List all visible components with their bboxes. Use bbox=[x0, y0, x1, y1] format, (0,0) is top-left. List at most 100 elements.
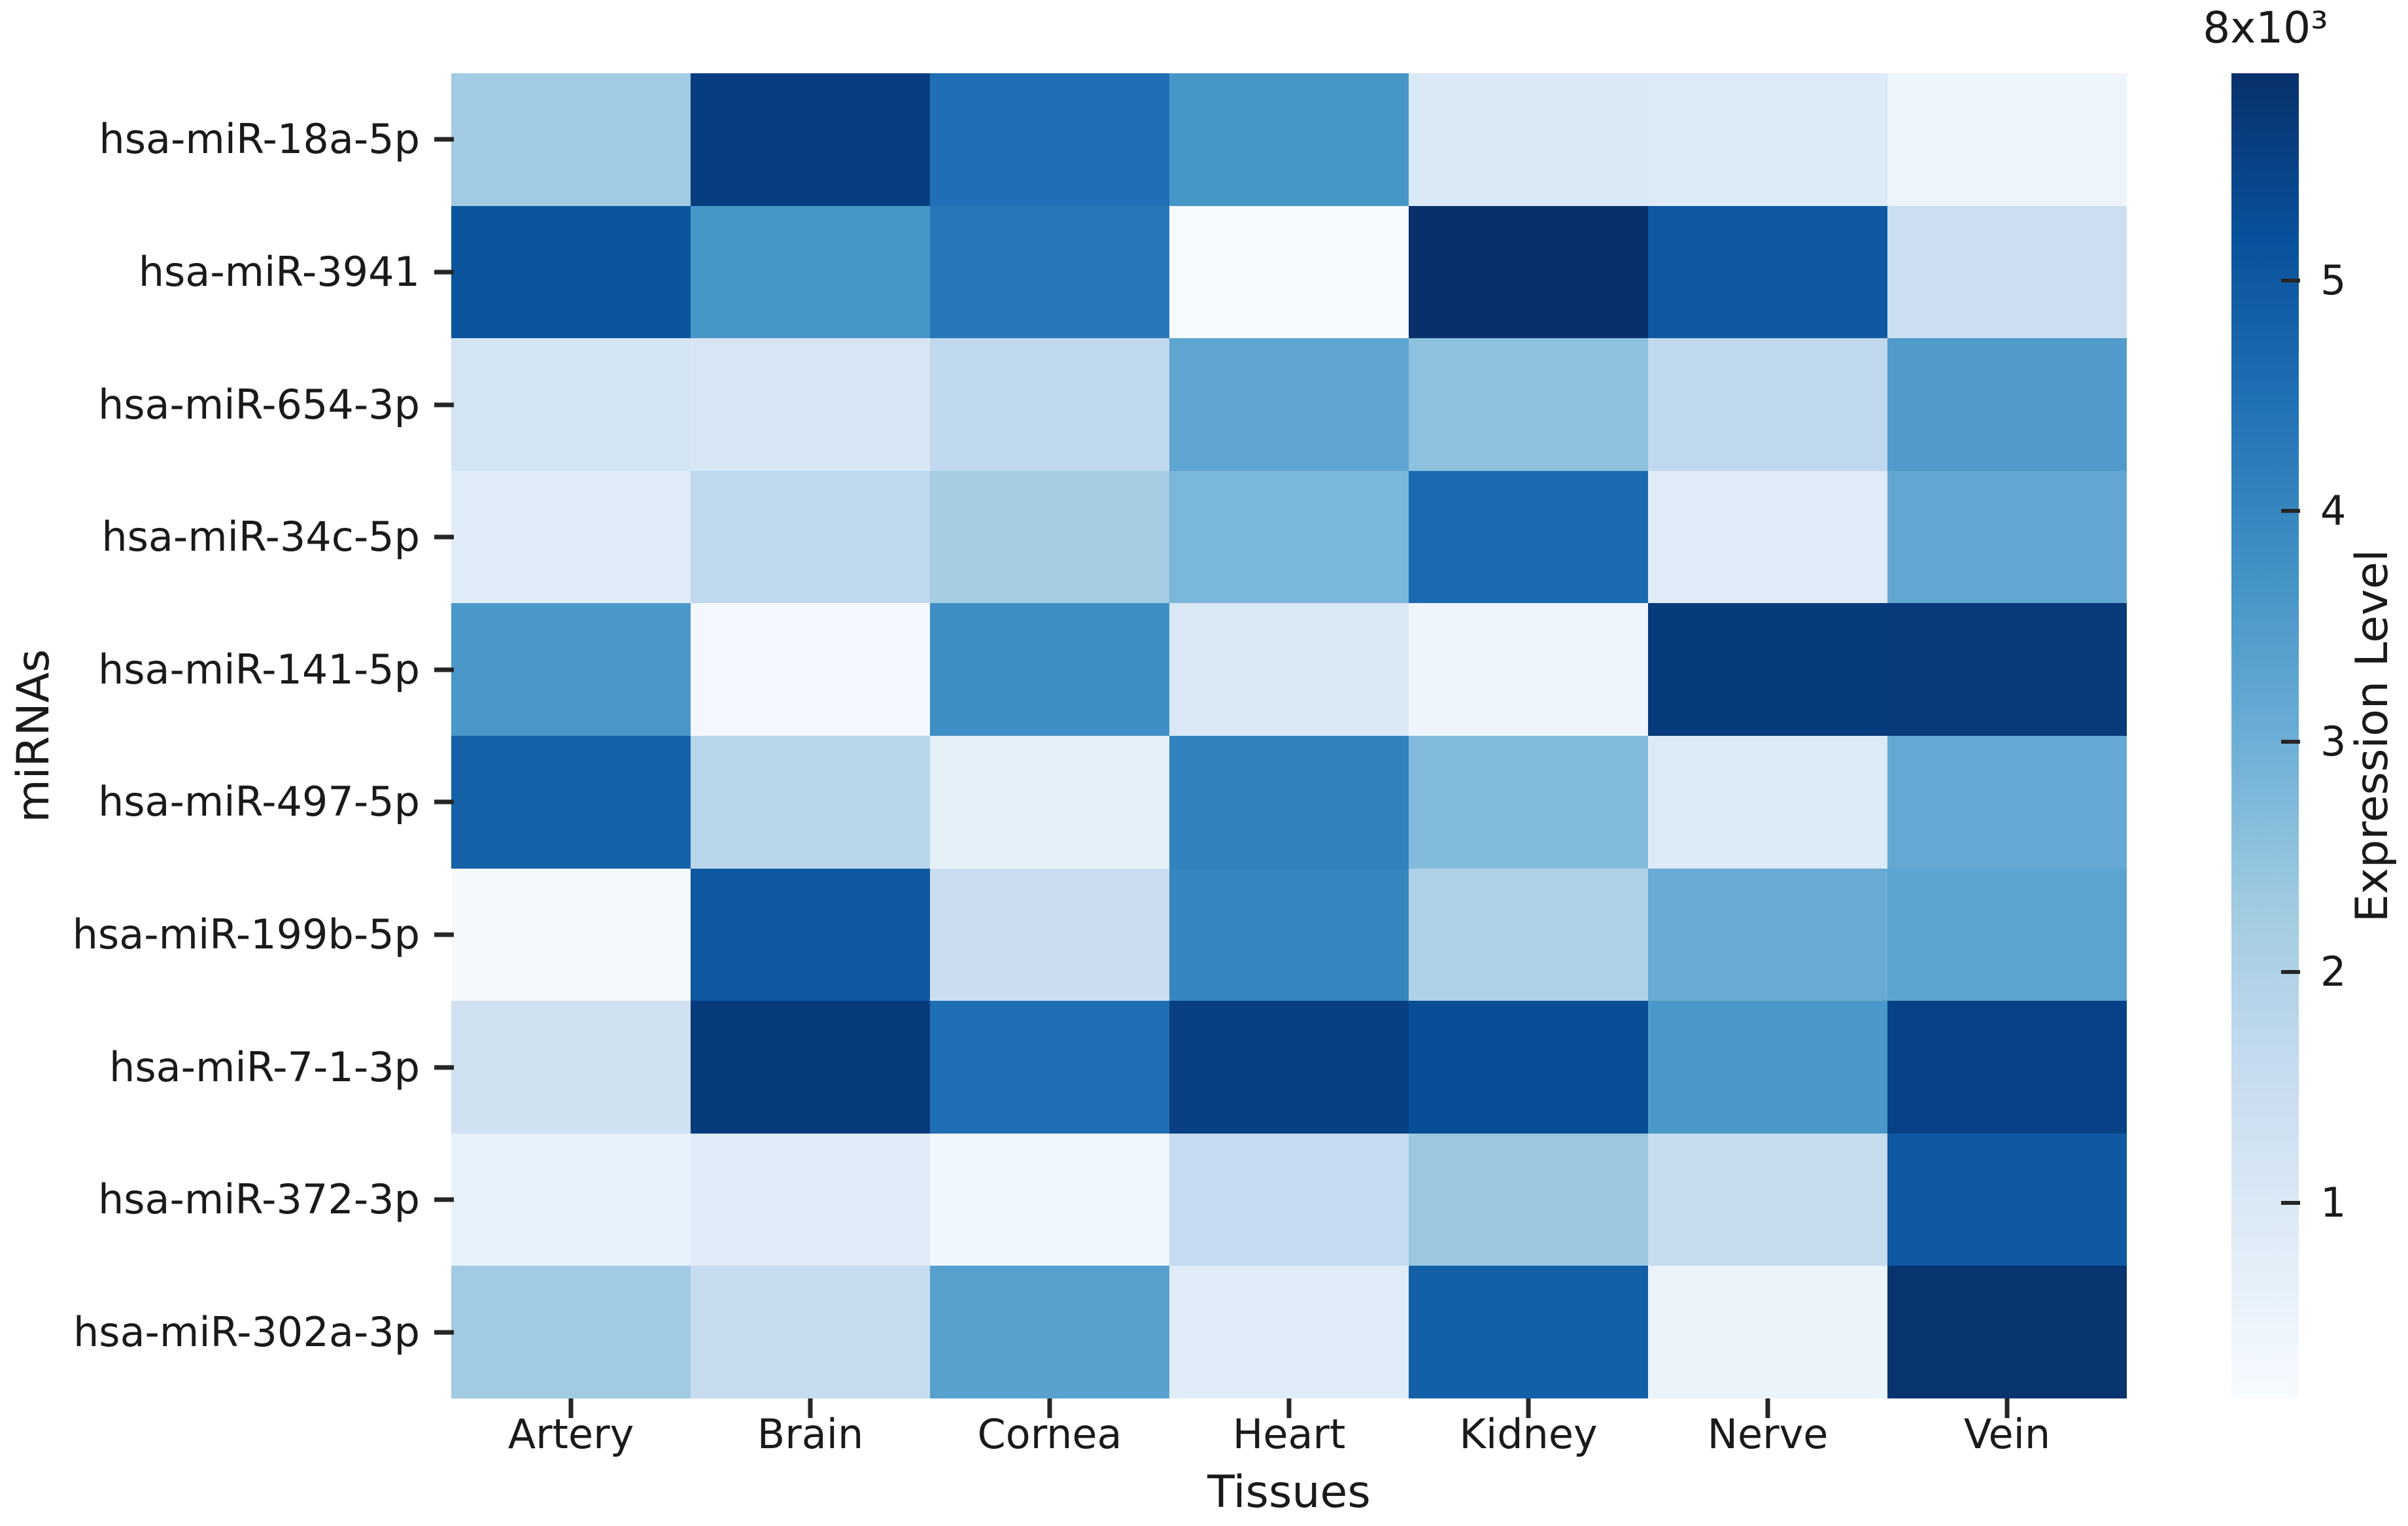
colorbar-axis-title: Expression Level bbox=[2347, 549, 2398, 923]
heatmap-cell-hsa-miR-497-5p-Kidney bbox=[1409, 736, 1648, 869]
x-tick-label-Artery: Artery bbox=[507, 1410, 634, 1458]
y-tick-label-hsa-miR-654-3p: hsa-miR-654-3p bbox=[97, 380, 420, 428]
y-tick-label-hsa-miR-3941: hsa-miR-3941 bbox=[138, 247, 420, 296]
heatmap-cell-hsa-miR-18a-5p-Heart bbox=[1169, 73, 1409, 206]
heatmap-cell-hsa-miR-3941-Artery bbox=[451, 205, 691, 339]
heatmap-cell-hsa-miR-7-1-3p-Brain bbox=[691, 1001, 930, 1134]
heatmap-cell-hsa-miR-34c-5p-Nerve bbox=[1648, 470, 1887, 604]
colorbar-scale-label: 8x10³ bbox=[2203, 3, 2328, 53]
y-axis-title: miRNAs bbox=[8, 649, 60, 823]
heatmap-cell-hsa-miR-497-5p-Nerve bbox=[1648, 736, 1887, 869]
x-tick-mark bbox=[1765, 1398, 1770, 1418]
y-tick-label-hsa-miR-7-1-3p: hsa-miR-7-1-3p bbox=[109, 1043, 420, 1091]
y-tick-mark bbox=[434, 1065, 454, 1069]
x-tick-label-Kidney: Kidney bbox=[1459, 1410, 1598, 1458]
heatmap-cell-hsa-miR-3941-Cornea bbox=[930, 205, 1169, 339]
heatmap-cell-hsa-miR-18a-5p-Kidney bbox=[1409, 73, 1648, 206]
heatmap-cell-hsa-miR-7-1-3p-Kidney bbox=[1409, 1001, 1648, 1134]
heatmap-cell-hsa-miR-7-1-3p-Artery bbox=[451, 1001, 691, 1134]
heatmap-cell-hsa-miR-34c-5p-Brain bbox=[691, 470, 930, 604]
heatmap-cell-hsa-miR-497-5p-Heart bbox=[1169, 736, 1409, 869]
heatmap-cell-hsa-miR-18a-5p-Nerve bbox=[1648, 73, 1887, 206]
heatmap-cell-hsa-miR-497-5p-Cornea bbox=[930, 736, 1169, 869]
heatmap-cell-hsa-miR-18a-5p-Brain bbox=[691, 73, 930, 206]
heatmap-cell-hsa-miR-654-3p-Vein bbox=[1887, 338, 2127, 471]
heatmap-cell-hsa-miR-7-1-3p-Cornea bbox=[930, 1001, 1169, 1134]
heatmap-cell-hsa-miR-372-3p-Artery bbox=[451, 1133, 691, 1266]
heatmap-cell-hsa-miR-199b-5p-Vein bbox=[1887, 868, 2127, 1001]
x-tick-mark bbox=[1047, 1398, 1052, 1418]
heatmap-cell-hsa-miR-18a-5p-Artery bbox=[451, 73, 691, 206]
x-tick-mark bbox=[2004, 1398, 2010, 1418]
heatmap-cell-hsa-miR-3941-Nerve bbox=[1648, 205, 1887, 339]
y-tick-mark bbox=[434, 269, 454, 275]
heatmap-cell-hsa-miR-3941-Heart bbox=[1169, 205, 1409, 339]
colorbar-tick-mark bbox=[2281, 509, 2300, 513]
heatmap-cell-hsa-miR-7-1-3p-Vein bbox=[1887, 1001, 2127, 1134]
heatmap-cell-hsa-miR-34c-5p-Artery bbox=[451, 470, 691, 604]
heatmap-cell-hsa-miR-141-5p-Vein bbox=[1887, 603, 2127, 736]
heatmap-cell-hsa-miR-34c-5p-Kidney bbox=[1409, 470, 1648, 604]
heatmap-cell-hsa-miR-372-3p-Brain bbox=[691, 1133, 930, 1266]
y-tick-label-hsa-miR-372-3p: hsa-miR-372-3p bbox=[97, 1175, 420, 1224]
x-tick-label-Brain: Brain bbox=[757, 1410, 864, 1458]
heatmap-grid bbox=[451, 73, 2127, 1398]
colorbar-tick-label-1: 1 bbox=[2320, 1178, 2347, 1226]
y-tick-mark bbox=[434, 667, 454, 672]
heatmap-cell-hsa-miR-654-3p-Brain bbox=[691, 338, 930, 471]
heatmap-cell-hsa-miR-497-5p-Brain bbox=[691, 736, 930, 869]
colorbar-tick-label-3: 3 bbox=[2320, 717, 2347, 765]
y-tick-mark bbox=[434, 534, 454, 540]
heatmap-cell-hsa-miR-497-5p-Vein bbox=[1887, 736, 2127, 869]
colorbar-tick-mark bbox=[2281, 739, 2300, 744]
heatmap-cell-hsa-miR-7-1-3p-Heart bbox=[1169, 1001, 1409, 1134]
heatmap-cell-hsa-miR-497-5p-Artery bbox=[451, 736, 691, 869]
colorbar-tick-label-4: 4 bbox=[2320, 487, 2347, 535]
y-tick-mark bbox=[434, 1330, 454, 1335]
heatmap-cell-hsa-miR-141-5p-Cornea bbox=[930, 603, 1169, 736]
heatmap-cell-hsa-miR-372-3p-Cornea bbox=[930, 1133, 1169, 1266]
colorbar-tick-label-2: 2 bbox=[2320, 948, 2347, 996]
colorbar-tick-mark bbox=[2281, 1200, 2300, 1205]
heatmap-cell-hsa-miR-302a-3p-Cornea bbox=[930, 1266, 1169, 1398]
heatmap-cell-hsa-miR-141-5p-Heart bbox=[1169, 603, 1409, 736]
heatmap-cell-hsa-miR-199b-5p-Heart bbox=[1169, 868, 1409, 1001]
heatmap-cell-hsa-miR-654-3p-Heart bbox=[1169, 338, 1409, 471]
y-tick-label-hsa-miR-141-5p: hsa-miR-141-5p bbox=[97, 645, 420, 693]
y-tick-mark bbox=[434, 1197, 454, 1202]
x-axis-title: Tissues bbox=[1207, 1466, 1371, 1518]
colorbar-tick-label-5: 5 bbox=[2320, 256, 2347, 305]
heatmap-cell-hsa-miR-18a-5p-Cornea bbox=[930, 73, 1169, 206]
x-tick-mark bbox=[1286, 1398, 1292, 1418]
heatmap-cell-hsa-miR-372-3p-Vein bbox=[1887, 1133, 2127, 1266]
heatmap-cell-hsa-miR-199b-5p-Cornea bbox=[930, 868, 1169, 1001]
heatmap-cell-hsa-miR-199b-5p-Nerve bbox=[1648, 868, 1887, 1001]
y-tick-mark bbox=[434, 137, 454, 142]
heatmap-cell-hsa-miR-302a-3p-Heart bbox=[1169, 1266, 1409, 1398]
heatmap-cell-hsa-miR-199b-5p-Kidney bbox=[1409, 868, 1648, 1001]
heatmap-cell-hsa-miR-141-5p-Nerve bbox=[1648, 603, 1887, 736]
y-tick-label-hsa-miR-34c-5p: hsa-miR-34c-5p bbox=[101, 513, 420, 561]
x-tick-label-Heart: Heart bbox=[1232, 1410, 1346, 1458]
x-tick-mark bbox=[808, 1398, 813, 1418]
heatmap-cell-hsa-miR-141-5p-Artery bbox=[451, 603, 691, 736]
heatmap-cell-hsa-miR-372-3p-Heart bbox=[1169, 1133, 1409, 1266]
x-tick-label-Cornea: Cornea bbox=[977, 1410, 1122, 1458]
heatmap-cell-hsa-miR-141-5p-Brain bbox=[691, 603, 930, 736]
y-tick-label-hsa-miR-199b-5p: hsa-miR-199b-5p bbox=[72, 910, 420, 958]
heatmap-cell-hsa-miR-654-3p-Nerve bbox=[1648, 338, 1887, 471]
heatmap-cell-hsa-miR-199b-5p-Artery bbox=[451, 868, 691, 1001]
heatmap-cell-hsa-miR-302a-3p-Brain bbox=[691, 1266, 930, 1398]
heatmap-cell-hsa-miR-3941-Brain bbox=[691, 205, 930, 339]
heatmap-cell-hsa-miR-654-3p-Artery bbox=[451, 338, 691, 471]
heatmap-cell-hsa-miR-34c-5p-Heart bbox=[1169, 470, 1409, 604]
x-tick-label-Vein: Vein bbox=[1963, 1410, 2051, 1458]
y-tick-label-hsa-miR-18a-5p: hsa-miR-18a-5p bbox=[99, 115, 420, 164]
heatmap-cell-hsa-miR-199b-5p-Brain bbox=[691, 868, 930, 1001]
heatmap-cell-hsa-miR-654-3p-Cornea bbox=[930, 338, 1169, 471]
heatmap-cell-hsa-miR-372-3p-Nerve bbox=[1648, 1133, 1887, 1266]
colorbar-tick-mark bbox=[2281, 970, 2300, 975]
heatmap-cell-hsa-miR-302a-3p-Artery bbox=[451, 1266, 691, 1398]
y-tick-mark bbox=[434, 799, 454, 805]
